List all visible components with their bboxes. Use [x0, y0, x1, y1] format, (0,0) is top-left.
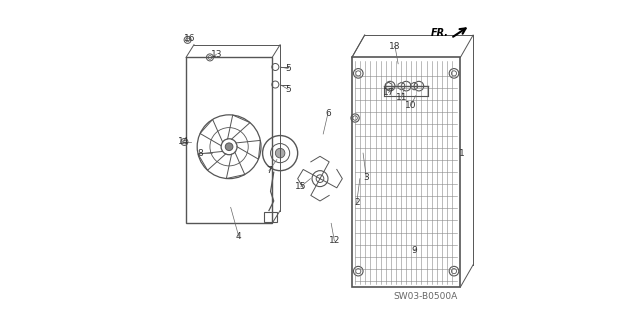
Text: 14: 14 — [178, 137, 189, 146]
Text: 11: 11 — [396, 93, 407, 102]
Text: 6: 6 — [325, 109, 331, 118]
Text: 17: 17 — [383, 88, 394, 97]
Text: 7: 7 — [266, 166, 272, 175]
Text: 9: 9 — [412, 246, 417, 255]
Text: FR.: FR. — [431, 28, 449, 39]
Text: 2: 2 — [354, 198, 360, 207]
Text: 1: 1 — [459, 149, 465, 158]
Text: 18: 18 — [389, 42, 401, 51]
Bar — [352, 57, 460, 287]
Text: 15: 15 — [295, 182, 307, 191]
Text: 3: 3 — [364, 173, 369, 182]
Text: 5: 5 — [285, 64, 291, 73]
Text: 12: 12 — [329, 236, 340, 245]
Text: 5: 5 — [285, 85, 291, 94]
Text: SW03-B0500A: SW03-B0500A — [393, 292, 458, 301]
Text: 4: 4 — [236, 232, 241, 241]
Text: 8: 8 — [198, 149, 204, 158]
Circle shape — [225, 143, 233, 151]
Circle shape — [275, 148, 285, 158]
Text: 16: 16 — [184, 34, 195, 43]
Bar — [264, 212, 277, 222]
Bar — [186, 57, 272, 223]
Text: 10: 10 — [405, 101, 417, 110]
Text: 13: 13 — [211, 50, 222, 59]
